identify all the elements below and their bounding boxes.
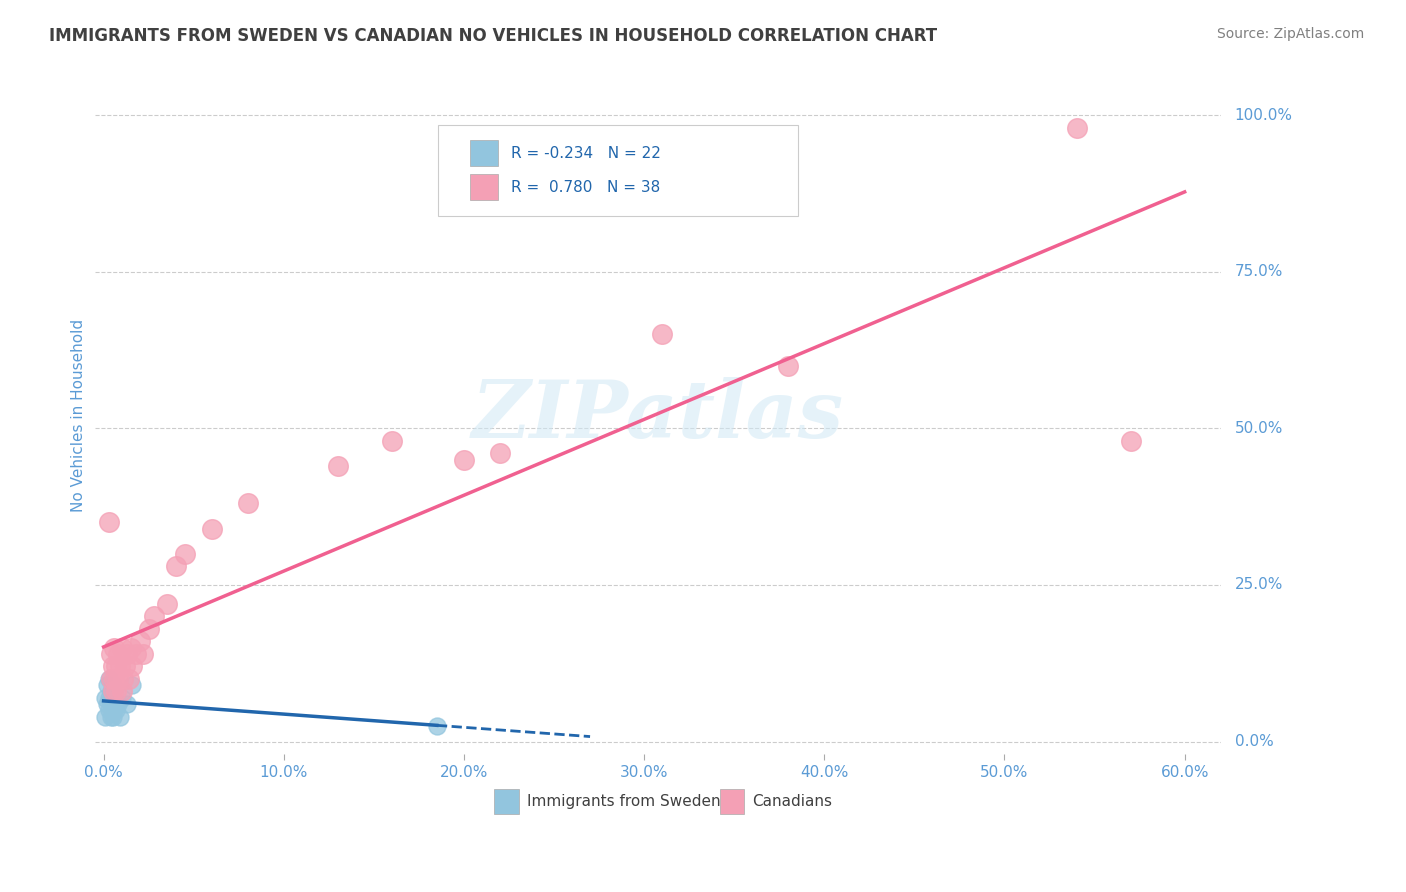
Point: [1066, 120, 1088, 135]
Point: [103, 672, 125, 686]
Point: [108, 659, 131, 673]
Point: [108, 709, 131, 723]
Point: [101, 678, 124, 692]
Point: [110, 684, 132, 698]
FancyBboxPatch shape: [470, 140, 498, 166]
Text: IMMIGRANTS FROM SWEDEN VS CANADIAN NO VEHICLES IN HOUSEHOLD CORRELATION CHART: IMMIGRANTS FROM SWEDEN VS CANADIAN NO VE…: [49, 27, 938, 45]
Point: [100, 697, 122, 711]
Point: [381, 434, 404, 448]
Point: [101, 659, 124, 673]
Point: [651, 327, 673, 342]
Point: [103, 690, 125, 705]
Point: [236, 496, 259, 510]
Point: [100, 647, 122, 661]
Text: 75.0%: 75.0%: [1234, 264, 1282, 279]
Point: [489, 446, 512, 460]
Text: ZIPatlas: ZIPatlas: [471, 377, 844, 455]
Text: R =  0.780   N = 38: R = 0.780 N = 38: [512, 179, 661, 194]
FancyBboxPatch shape: [720, 789, 744, 814]
Text: R = -0.234   N = 22: R = -0.234 N = 22: [512, 145, 661, 161]
Point: [132, 647, 155, 661]
Point: [98, 672, 121, 686]
FancyBboxPatch shape: [439, 125, 799, 216]
Point: [173, 547, 195, 561]
Point: [115, 647, 138, 661]
Point: [121, 678, 143, 692]
Point: [105, 703, 128, 717]
Point: [120, 640, 142, 655]
Point: [96, 678, 118, 692]
Text: 50.0%: 50.0%: [1234, 421, 1282, 436]
Point: [426, 719, 449, 733]
Point: [107, 672, 129, 686]
FancyBboxPatch shape: [495, 789, 519, 814]
Point: [105, 684, 128, 698]
Point: [110, 640, 132, 655]
Point: [101, 709, 124, 723]
Point: [96, 697, 118, 711]
Point: [94, 709, 117, 723]
Y-axis label: No Vehicles in Household: No Vehicles in Household: [72, 319, 86, 512]
Point: [94, 690, 117, 705]
Text: Canadians: Canadians: [752, 794, 832, 809]
Point: [101, 684, 124, 698]
Point: [125, 647, 148, 661]
Text: 25.0%: 25.0%: [1234, 577, 1282, 592]
Point: [121, 659, 143, 673]
Point: [778, 359, 800, 373]
Point: [453, 452, 475, 467]
Point: [112, 672, 135, 686]
Point: [100, 672, 122, 686]
Point: [103, 640, 125, 655]
Point: [114, 659, 136, 673]
Point: [101, 697, 124, 711]
Point: [201, 522, 224, 536]
Point: [138, 622, 160, 636]
Point: [118, 672, 141, 686]
Point: [98, 516, 121, 530]
Point: [100, 709, 122, 723]
Text: Source: ZipAtlas.com: Source: ZipAtlas.com: [1216, 27, 1364, 41]
Point: [165, 559, 187, 574]
Point: [115, 697, 138, 711]
Point: [110, 690, 132, 705]
Text: Immigrants from Sweden: Immigrants from Sweden: [527, 794, 721, 809]
Point: [128, 634, 150, 648]
Point: [107, 697, 129, 711]
Point: [326, 458, 349, 473]
Point: [105, 659, 128, 673]
Point: [156, 597, 179, 611]
Point: [98, 690, 121, 705]
Point: [143, 609, 166, 624]
Point: [100, 684, 122, 698]
Point: [98, 703, 121, 717]
Point: [1119, 434, 1142, 448]
Point: [103, 703, 125, 717]
Point: [107, 647, 129, 661]
Text: 0.0%: 0.0%: [1234, 734, 1274, 749]
FancyBboxPatch shape: [470, 174, 498, 200]
Text: 100.0%: 100.0%: [1234, 108, 1292, 122]
